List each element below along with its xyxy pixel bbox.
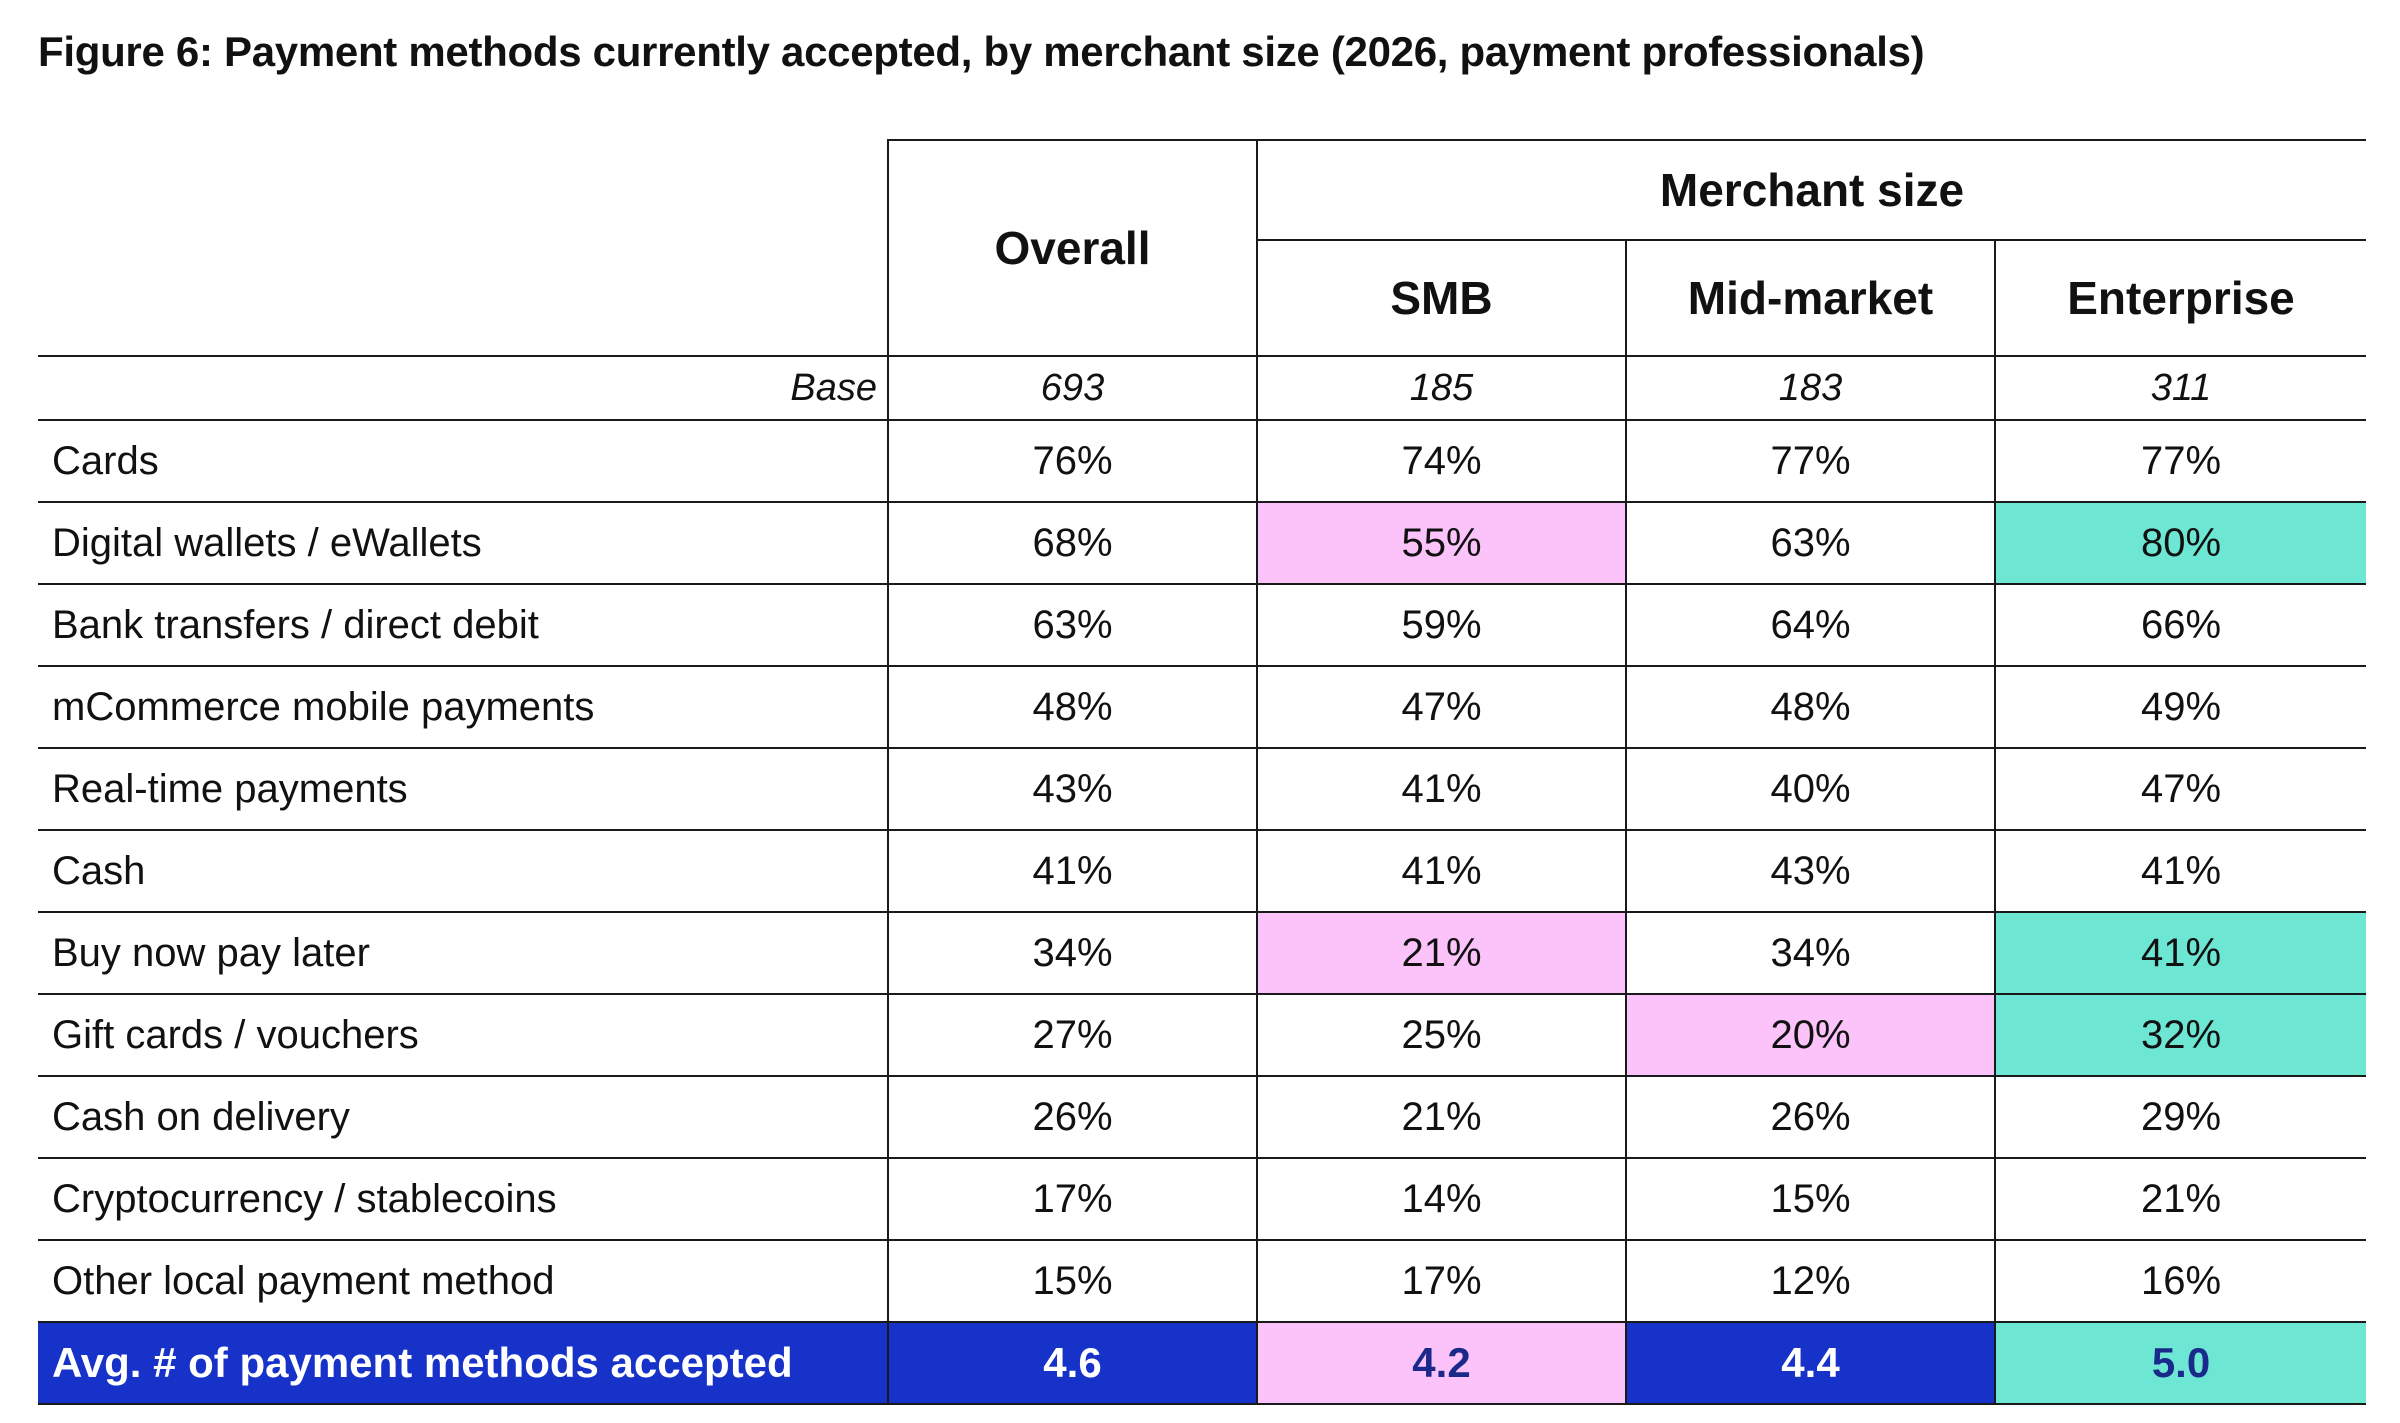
header-empty-2 [38,240,888,356]
table-row: Cards 76% 74% 77% 77% [38,420,2367,503]
cell-overall: 76% [887,420,1257,503]
cell-smb: 25% [1256,994,1626,1077]
avg-overall: 4.6 [887,1322,1257,1405]
row-label: Real-time payments [38,748,888,831]
cell-overall: 41% [887,830,1257,913]
base-enterprise: 311 [1993,355,2367,421]
table-row: Cash 41% 41% 43% 41% [38,830,2367,913]
cell-mid-market: 64% [1625,584,1995,667]
table-row: Real-time payments 43% 41% 40% 47% [38,748,2367,831]
cell-smb: 14% [1256,1158,1626,1241]
cell-mid-market: 15% [1625,1158,1995,1241]
table-row: Bank transfers / direct debit 63% 59% 64… [38,584,2367,667]
row-label: Cash on delivery [38,1076,888,1159]
cell-mid-market: 43% [1625,830,1995,913]
base-label: Base [38,355,888,421]
cell-enterprise: 16% [1993,1240,2367,1323]
table-row: Cryptocurrency / stablecoins 17% 14% 15%… [38,1158,2367,1241]
row-label: Gift cards / vouchers [38,994,888,1077]
cell-mid-market: 40% [1625,748,1995,831]
cell-mid-market: 77% [1625,420,1995,503]
cell-smb: 47% [1256,666,1626,749]
row-label: Other local payment method [38,1240,888,1323]
cell-smb: 59% [1256,584,1626,667]
row-label: Cards [38,420,888,503]
row-label: Digital wallets / eWallets [38,502,888,585]
cell-mid-market: 12% [1625,1240,1995,1323]
cell-overall: 17% [887,1158,1257,1241]
cell-overall: 68% [887,502,1257,585]
header-empty [38,140,888,240]
cell-mid-market: 34% [1625,912,1995,995]
cell-enterprise-high-highlight: 80% [1993,502,2367,585]
base-mid-market: 183 [1625,355,1995,421]
avg-smb-low-highlight: 4.2 [1256,1322,1626,1405]
cell-overall: 34% [887,912,1257,995]
base-overall: 693 [887,355,1257,421]
cell-enterprise: 77% [1993,420,2367,503]
row-label: Cryptocurrency / stablecoins [38,1158,888,1241]
cell-overall: 43% [887,748,1257,831]
average-row: Avg. # of payment methods accepted 4.6 4… [38,1322,2367,1405]
cell-enterprise-high-highlight: 41% [1993,912,2367,995]
cell-overall: 63% [887,584,1257,667]
cell-smb: 17% [1256,1240,1626,1323]
cell-smb-low-highlight: 21% [1256,912,1626,995]
payment-methods-table: Overall Merchant size SMB Mid-market Ent… [38,139,2367,1405]
header-overall: Overall [887,139,1257,356]
table-row: mCommerce mobile payments 48% 47% 48% 49… [38,666,2367,749]
cell-overall: 15% [887,1240,1257,1323]
table-row: Buy now pay later 34% 21% 34% 41% [38,912,2367,995]
cell-overall: 26% [887,1076,1257,1159]
cell-enterprise: 29% [1993,1076,2367,1159]
cell-enterprise: 41% [1993,830,2367,913]
header-enterprise: Enterprise [1993,240,2367,356]
base-row: Base 693 185 183 311 [38,355,2367,421]
avg-enterprise-high-highlight: 5.0 [1993,1322,2367,1405]
header-mid-market: Mid-market [1625,240,1995,356]
cell-overall: 48% [887,666,1257,749]
header-merchant-size: Merchant size [1255,139,2367,241]
cell-smb: 41% [1256,748,1626,831]
cell-smb: 74% [1256,420,1626,503]
figure-title: Figure 6: Payment methods currently acce… [38,28,1925,75]
cell-mid-market: 48% [1625,666,1995,749]
avg-mid-market: 4.4 [1625,1322,1995,1405]
cell-smb: 41% [1256,830,1626,913]
cell-enterprise: 47% [1993,748,2367,831]
cell-mid-market-low-highlight: 20% [1625,994,1995,1077]
cell-enterprise-high-highlight: 32% [1993,994,2367,1077]
avg-label: Avg. # of payment methods accepted [38,1322,888,1405]
row-label: Cash [38,830,888,913]
table-row: Gift cards / vouchers 27% 25% 20% 32% [38,994,2367,1077]
cell-enterprise: 66% [1993,584,2367,667]
row-label: mCommerce mobile payments [38,666,888,749]
header-smb: SMB [1256,240,1626,356]
table-row: Cash on delivery 26% 21% 26% 29% [38,1076,2367,1159]
cell-smb-low-highlight: 55% [1256,502,1626,585]
base-smb: 185 [1256,355,1626,421]
cell-mid-market: 26% [1625,1076,1995,1159]
row-label: Bank transfers / direct debit [38,584,888,667]
table-row: Other local payment method 15% 17% 12% 1… [38,1240,2367,1323]
cell-smb: 21% [1256,1076,1626,1159]
cell-mid-market: 63% [1625,502,1995,585]
cell-enterprise: 49% [1993,666,2367,749]
cell-overall: 27% [887,994,1257,1077]
table-row: Digital wallets / eWallets 68% 55% 63% 8… [38,502,2367,585]
cell-enterprise: 21% [1993,1158,2367,1241]
row-label: Buy now pay later [38,912,888,995]
